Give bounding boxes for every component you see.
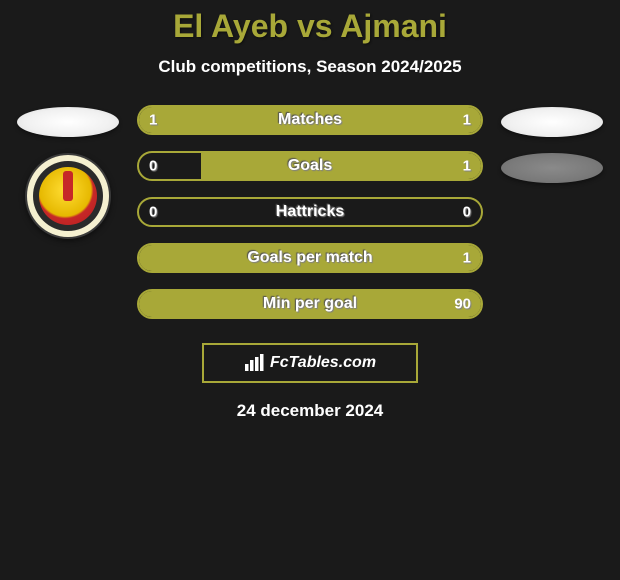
date-label: 24 december 2024 — [0, 401, 620, 421]
club-badge-ellipse — [17, 107, 119, 137]
stat-fill-right — [201, 153, 481, 179]
stat-bar: 1 Matches 1 — [137, 105, 483, 135]
stat-bar: Goals per match 1 — [137, 243, 483, 273]
stat-bar: Min per goal 90 — [137, 289, 483, 319]
stat-label: Goals per match — [247, 249, 372, 267]
stats-bars: 1 Matches 1 0 Goals 1 0 Hattricks 0 Goals per mat… — [137, 105, 483, 319]
stat-value-left: 0 — [149, 204, 157, 221]
left-player-column — [13, 105, 123, 239]
brand-label: FcTables.com — [270, 354, 376, 372]
brand-box[interactable]: FcTables.com — [202, 343, 418, 383]
stat-value-right: 1 — [463, 250, 471, 267]
stat-value-left: 1 — [149, 112, 157, 129]
page-title: El Ayeb vs Ajmani — [0, 8, 620, 45]
stat-value-right: 1 — [463, 158, 471, 175]
club-badge-ellipse — [501, 107, 603, 137]
comparison-widget: El Ayeb vs Ajmani Club competitions, Sea… — [0, 0, 620, 421]
right-player-column — [497, 105, 607, 183]
club-badge-ellipse-secondary — [501, 153, 603, 183]
stat-value-right: 90 — [454, 296, 471, 313]
stat-label: Hattricks — [276, 203, 344, 221]
stat-value-left: 0 — [149, 158, 157, 175]
stat-label: Min per goal — [263, 295, 357, 313]
stat-value-right: 0 — [463, 204, 471, 221]
comparison-row: 1 Matches 1 0 Goals 1 0 Hattricks 0 Goals per mat… — [0, 105, 620, 319]
subtitle: Club competitions, Season 2024/2025 — [0, 57, 620, 77]
club-crest — [25, 153, 111, 239]
stat-bar: 0 Goals 1 — [137, 151, 483, 181]
stat-value-right: 1 — [463, 112, 471, 129]
stat-label: Goals — [288, 157, 332, 175]
bars-icon — [244, 354, 264, 372]
stat-bar: 0 Hattricks 0 — [137, 197, 483, 227]
stat-label: Matches — [278, 111, 342, 129]
